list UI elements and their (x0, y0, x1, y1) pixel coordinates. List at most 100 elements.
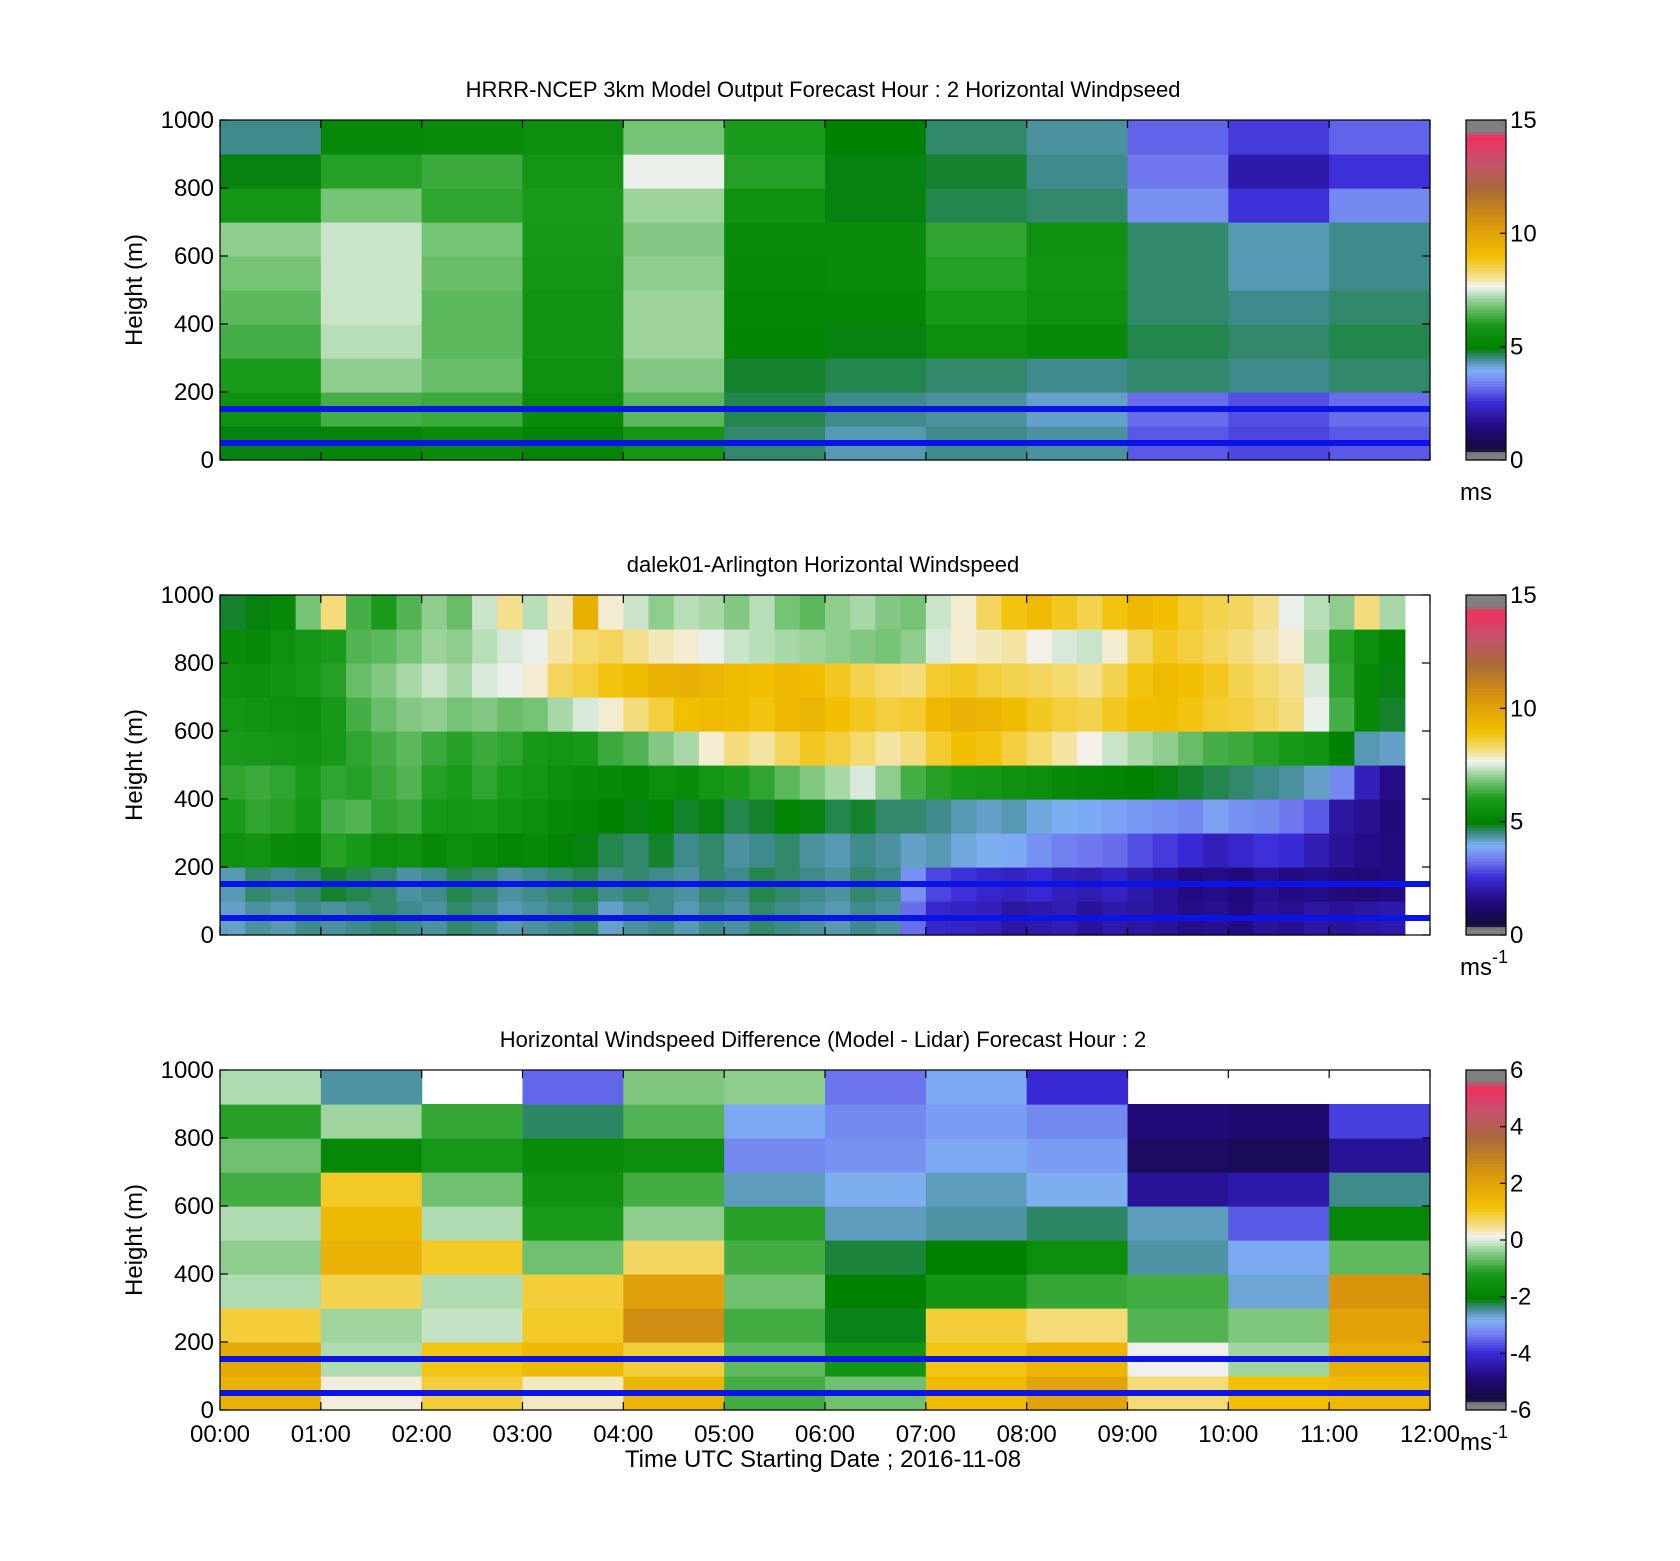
colorbar-segment (1466, 1257, 1506, 1261)
heatmap-cell (623, 731, 650, 766)
x-tick-label: 06:00 (795, 1421, 855, 1448)
colorbar-segment (1466, 309, 1506, 314)
x-tick-label: 05:00 (694, 1421, 754, 1448)
colorbar-segment (1466, 932, 1506, 936)
heatmap-cell (1329, 629, 1355, 664)
colorbar-segment (1466, 341, 1506, 345)
heatmap-cell (925, 324, 1028, 359)
colorbar-segment (1466, 162, 1506, 166)
colorbar-segment (1466, 748, 1506, 752)
heatmap-cell (522, 1274, 624, 1309)
colorbar-segment (1466, 394, 1506, 399)
y-tick-label: 0 (201, 922, 214, 949)
colorbar-segment (1466, 290, 1506, 294)
colorbar-segment (1466, 1095, 1506, 1099)
heatmap-cell (220, 256, 322, 291)
colorbar-segment (1466, 358, 1506, 362)
colorbar-segment (1466, 1123, 1506, 1128)
colorbar-segment (1466, 903, 1506, 908)
colorbar-segment (1466, 1347, 1506, 1352)
colorbar-segment (1466, 793, 1506, 797)
heatmap-cell (1203, 799, 1229, 834)
heatmap-cell (925, 663, 952, 698)
heatmap-cell (1228, 765, 1255, 800)
colorbar-segment (1466, 434, 1506, 438)
colorbar-segment (1466, 1118, 1506, 1122)
heatmap-cell (724, 1070, 826, 1105)
heatmap-cell (1228, 256, 1330, 291)
colorbar-segment (1466, 1152, 1506, 1156)
colorbar-segment (1466, 1115, 1506, 1119)
heatmap-cell (346, 663, 372, 698)
colorbar-segment (1466, 406, 1506, 410)
colorbar-segment (1466, 315, 1506, 319)
heatmap-cell (320, 256, 423, 291)
heatmap-cell (421, 629, 448, 664)
colorbar-segment (1466, 369, 1506, 373)
heatmap-cell (799, 663, 826, 698)
colorbar-segment (1466, 304, 1506, 308)
y-tick-label: 0 (201, 1397, 214, 1424)
heatmap-cell (1379, 629, 1406, 664)
heatmap-cell (1102, 595, 1129, 630)
colorbar-segment (1466, 830, 1506, 834)
heatmap-cell (749, 697, 776, 732)
heatmap-cell (320, 1070, 423, 1105)
heatmap-cell (1228, 833, 1255, 868)
heatmap-cell (1329, 1274, 1431, 1309)
colorbar-segment (1466, 631, 1506, 636)
heatmap-cell (522, 1104, 624, 1139)
heatmap-cell (875, 833, 902, 868)
heatmap-cell (522, 833, 549, 868)
colorbar-segment (1466, 711, 1506, 715)
colorbar: -6 -4 -2 0 2 4 6 ms-1 (1460, 1057, 1531, 1456)
heatmap-cell (446, 765, 473, 800)
colorbar-segment (1466, 241, 1506, 246)
heatmap-cell (598, 697, 624, 732)
colorbar-segment (1466, 875, 1506, 879)
heatmap-cell (421, 697, 448, 732)
heatmap-cell (421, 1104, 524, 1139)
colorbar-segment (1466, 784, 1506, 789)
heatmap-cell (421, 799, 448, 834)
colorbar-segment (1466, 716, 1506, 721)
colorbar-segment (1466, 884, 1506, 888)
heatmap-cell (371, 629, 398, 664)
heatmap-cell (1278, 697, 1305, 732)
colorbar-segment (1466, 872, 1506, 877)
colorbar-segment (1466, 281, 1506, 285)
heatmap-cell (371, 697, 398, 732)
heatmap-cell (900, 663, 927, 698)
colorbar-segment (1466, 680, 1506, 684)
heatmap-cell (1102, 697, 1129, 732)
heatmap-cell (1203, 629, 1229, 664)
colorbar-segment (1466, 861, 1506, 865)
colorbar-segment (1466, 824, 1506, 828)
heatmap-cell (724, 629, 750, 664)
heatmap-cell (623, 595, 650, 630)
colorbar-segment (1466, 663, 1506, 667)
colorbar-segment (1466, 426, 1506, 430)
heatmap-cell (799, 595, 826, 630)
heatmap-cell (1329, 154, 1431, 189)
heatmap-cell (320, 663, 347, 698)
heatmap-cell (497, 833, 524, 868)
heatmap-cell (724, 1274, 826, 1309)
heatmap-cell (320, 765, 347, 800)
heatmap-cell (1152, 765, 1179, 800)
heatmap-cell (1278, 663, 1305, 698)
heatmap-cell (1026, 256, 1129, 291)
heatmap-cell (799, 765, 826, 800)
heatmap-cell (1329, 1240, 1431, 1275)
heatmap-cell (522, 1138, 624, 1173)
heatmap-cell (220, 799, 246, 834)
heatmap-cell (522, 120, 624, 155)
colorbar-segment (1466, 731, 1506, 735)
heatmap-cell (1001, 595, 1028, 630)
colorbar-segment (1466, 852, 1506, 857)
colorbar-segment (1466, 1149, 1506, 1153)
colorbar-segment (1466, 1327, 1506, 1332)
x-tick-label: 08:00 (997, 1421, 1057, 1448)
colorbar-segment (1466, 733, 1506, 738)
colorbar-segment (1466, 1132, 1506, 1136)
